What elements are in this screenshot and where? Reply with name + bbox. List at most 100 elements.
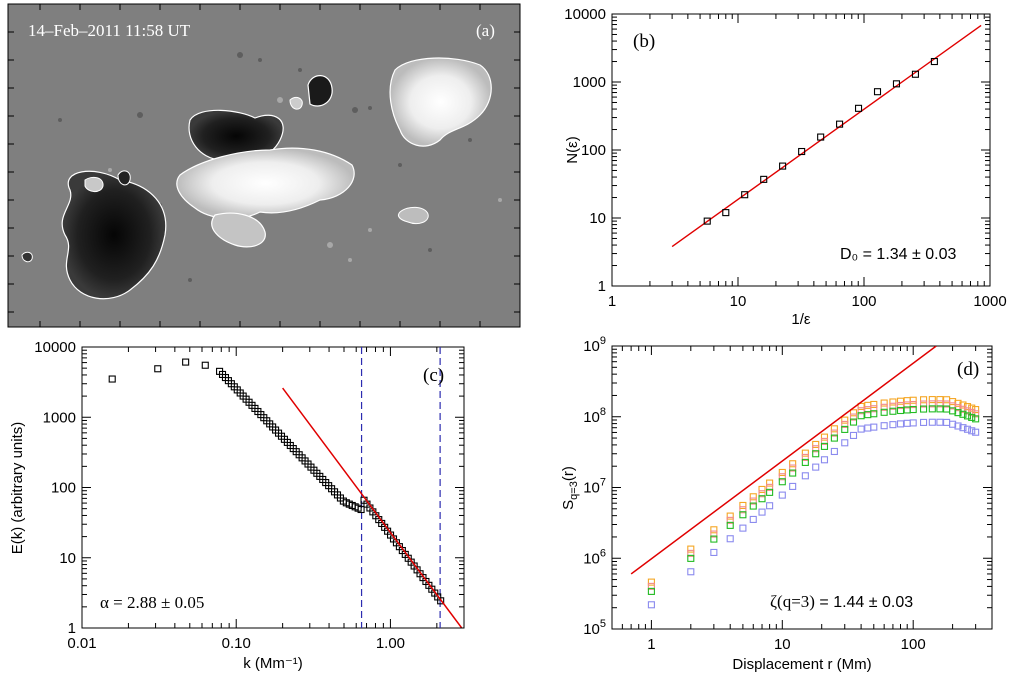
y-tick-label-b: 1 xyxy=(598,278,606,295)
x-tick-label-d: 10 xyxy=(774,636,791,653)
data-point-d-green xyxy=(820,442,829,450)
data-point-d-red xyxy=(849,413,858,421)
x-tick-label-d: 100 xyxy=(901,636,926,653)
data-point-d-blue xyxy=(936,418,944,426)
data-point-d-red xyxy=(857,407,865,415)
data-point-d-green xyxy=(936,405,944,413)
data-point-d-blue xyxy=(647,601,655,609)
data-point-d-orange xyxy=(857,402,865,410)
data-point-d-blue xyxy=(687,568,695,576)
x-tick-label-d: 1 xyxy=(647,636,655,653)
data-point-d-green xyxy=(954,409,962,417)
data-point-b xyxy=(854,104,863,112)
data-point-c xyxy=(182,358,190,366)
data-point-d-blue xyxy=(943,418,951,426)
y-tick-label-c: 100 xyxy=(51,480,76,497)
x-axis-label-d: Displacement r (Mm) xyxy=(732,656,871,673)
data-point-d-blue xyxy=(710,548,718,557)
data-point-d-red xyxy=(830,429,838,437)
data-point-d-green xyxy=(857,412,865,420)
data-point-d-orange xyxy=(889,398,897,406)
y-axis-label-d: Sq=3(r) xyxy=(560,466,580,510)
data-point-d-red xyxy=(909,400,917,409)
data-point-d-blue xyxy=(968,427,976,435)
x-tick-label-b: 100 xyxy=(851,293,876,310)
panel-a: 14–Feb–2011 11:58 UT (a) xyxy=(7,3,521,328)
y-axis-label-c: E(k) (arbitrary units) xyxy=(9,422,26,555)
data-point-d-blue xyxy=(830,447,838,456)
fit-annotation-b: D₀ = 1.34 ± 0.03 xyxy=(840,246,956,263)
data-point-d-orange xyxy=(778,468,786,476)
data-point-d-orange xyxy=(943,396,951,404)
y-tick-label-c: 1 xyxy=(68,620,76,637)
data-point-d-orange xyxy=(909,396,917,404)
data-point-d-orange xyxy=(830,425,838,433)
data-point-d-green xyxy=(909,405,917,414)
data-point-d-green xyxy=(880,408,888,416)
data-point-d-red xyxy=(870,405,878,413)
y-tick-label-c: 10000 xyxy=(34,339,76,356)
data-point-d-orange xyxy=(710,526,718,534)
y-tick-label-exp-d: 5 xyxy=(600,618,606,630)
data-point-d-green xyxy=(968,413,976,421)
data-point-d-green xyxy=(739,511,747,519)
data-point-d-red xyxy=(687,549,695,557)
data-point-d-green xyxy=(812,450,820,458)
data-point-d-green xyxy=(766,488,774,496)
data-point-d-red xyxy=(778,473,786,481)
data-point-d-blue xyxy=(758,508,766,516)
data-point-d-red xyxy=(766,483,774,491)
data-point-d-red xyxy=(801,453,809,461)
data-point-b xyxy=(873,88,882,96)
data-point-d-red xyxy=(928,400,936,408)
data-point-d-red xyxy=(758,490,766,498)
data-point-d-red xyxy=(889,402,897,410)
plot-frame-c xyxy=(81,346,465,629)
data-point-d-red xyxy=(647,582,655,590)
data-point-d-orange xyxy=(864,401,872,409)
data-point-d-green xyxy=(687,554,695,562)
timestamp-label: 14–Feb–2011 11:58 UT xyxy=(28,21,191,40)
data-point-b xyxy=(798,147,806,156)
data-point-d-green xyxy=(949,407,957,415)
data-point-d-blue xyxy=(896,420,905,428)
data-point-d-orange xyxy=(726,512,734,520)
data-point-d-red xyxy=(820,437,829,445)
y-tick-label-b: 10 xyxy=(589,210,606,227)
y-tick-label-d: 108 xyxy=(583,406,606,426)
data-point-d-blue xyxy=(726,535,734,543)
data-point-d-blue xyxy=(954,422,962,430)
y-tick-label-b: 100 xyxy=(581,142,606,159)
y-axis-label-b: N(ε) xyxy=(564,136,581,164)
data-point-d-orange xyxy=(789,460,797,468)
data-point-d-orange xyxy=(880,399,888,407)
data-point-d-green xyxy=(647,587,655,595)
data-point-d-orange xyxy=(739,501,747,510)
x-tick-label-b: 10 xyxy=(730,293,747,310)
data-point-d-orange xyxy=(870,400,878,409)
panel-c: 0.01 0.10 1.00 1 10 100 1000 10000 (c) α = 2.88… xyxy=(9,339,465,672)
data-point-d-blue xyxy=(749,515,757,523)
data-point-d-red xyxy=(880,403,888,411)
data-point-d-green xyxy=(830,434,838,442)
x-tick-label-b: 1000 xyxy=(973,293,1006,310)
data-point-d-green xyxy=(841,425,849,433)
data-point-d-blue xyxy=(909,419,917,427)
data-point-b xyxy=(930,57,938,66)
data-point-d-blue xyxy=(889,421,897,429)
data-point-d-red xyxy=(920,400,928,408)
data-point-d-orange xyxy=(687,545,695,553)
x-tick-label-b: 1 xyxy=(608,293,616,310)
data-point-d-green xyxy=(749,502,757,510)
data-point-d-orange xyxy=(758,485,766,493)
data-point-c xyxy=(154,365,162,373)
data-point-d-blue xyxy=(778,491,786,499)
fit-line-c xyxy=(282,387,463,628)
data-point-d-blue xyxy=(963,425,972,433)
data-point-b xyxy=(836,120,844,128)
x-axis-label-c: k (Mm⁻¹) xyxy=(243,655,303,672)
data-point-d-blue xyxy=(789,482,797,490)
data-point-d-green xyxy=(778,478,786,486)
data-point-d-orange xyxy=(801,449,809,457)
